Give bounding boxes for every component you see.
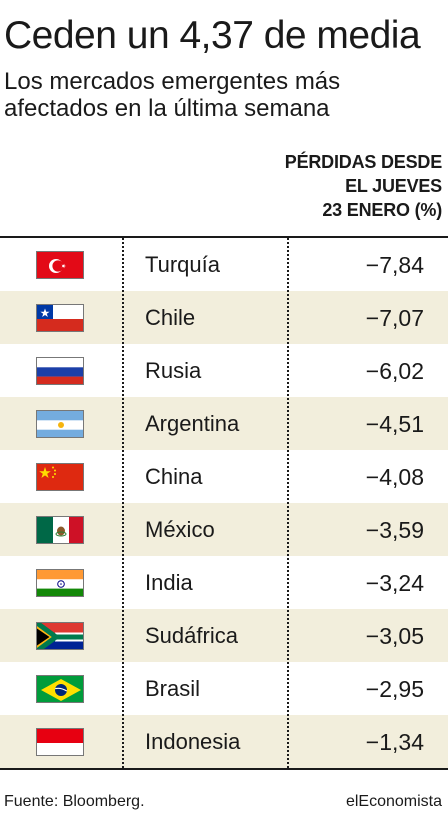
column-header-line2: EL JUEVES [345,176,442,196]
argentina-flag-icon [36,410,84,438]
loss-value: −1,34 [365,729,424,755]
loss-value: −6,02 [365,358,424,384]
table-row: India −3,24 [0,556,448,609]
loss-value: −3,59 [365,517,424,543]
column-header-line3: 23 ENERO (%) [322,200,442,220]
country-label: Chile [145,305,196,330]
page-subtitle: Los mercados emergentes más afectados en… [4,68,341,122]
mexico-flag-icon [36,516,84,544]
chile-flag-icon [36,304,84,332]
column-divider-flag [122,238,124,768]
table-row: Argentina −4,51 [0,397,448,450]
loss-value: −4,08 [365,464,424,490]
column-header-line1: PÉRDIDAS DESDE [284,152,442,172]
country-label: Indonesia [145,729,241,754]
country-label: India [145,570,193,595]
country-label: Brasil [145,676,201,701]
table-row: Brasil −2,95 [0,662,448,715]
table-row: México −3,59 [0,503,448,556]
table-row: Chile −7,07 [0,291,448,344]
country-label: México [145,517,215,542]
south-africa-flag-icon [36,622,84,650]
page-title: Ceden un 4,37 de media [4,14,421,57]
indonesia-flag-icon [36,728,84,756]
turkey-flag-icon [36,251,84,279]
loss-value: −7,84 [365,252,424,278]
loss-value: −4,51 [365,411,424,437]
country-label: Rusia [145,358,202,383]
loss-value: −2,95 [365,676,424,702]
table-row: Turquía −7,84 [0,238,448,291]
brazil-flag-icon [36,675,84,703]
column-header: PÉRDIDAS DESDE EL JUEVES 23 ENERO (%) [182,150,442,222]
country-label: Argentina [145,411,240,436]
loss-value: −3,24 [365,570,424,596]
table-row: Indonesia −1,34 [0,715,448,768]
source-note: Fuente: Bloomberg. [4,793,145,810]
table-row: China −4,08 [0,450,448,503]
column-divider-value [287,238,289,768]
table-row: Rusia −6,02 [0,344,448,397]
brand-logo: elEconomista [345,793,442,810]
india-flag-icon [36,569,84,597]
table-row: Sudáfrica −3,05 [0,609,448,662]
losses-table: Indonesia −1,34 Brasil −2,95 Sudáfrica −3,05 I… [0,236,448,770]
country-label: Turquía [145,252,221,277]
country-label: Sudáfrica [145,623,238,648]
loss-value: −7,07 [365,305,424,331]
loss-value: −3,05 [365,623,424,649]
country-label: China [145,464,203,489]
china-flag-icon [36,463,84,491]
russia-flag-icon [36,357,84,385]
